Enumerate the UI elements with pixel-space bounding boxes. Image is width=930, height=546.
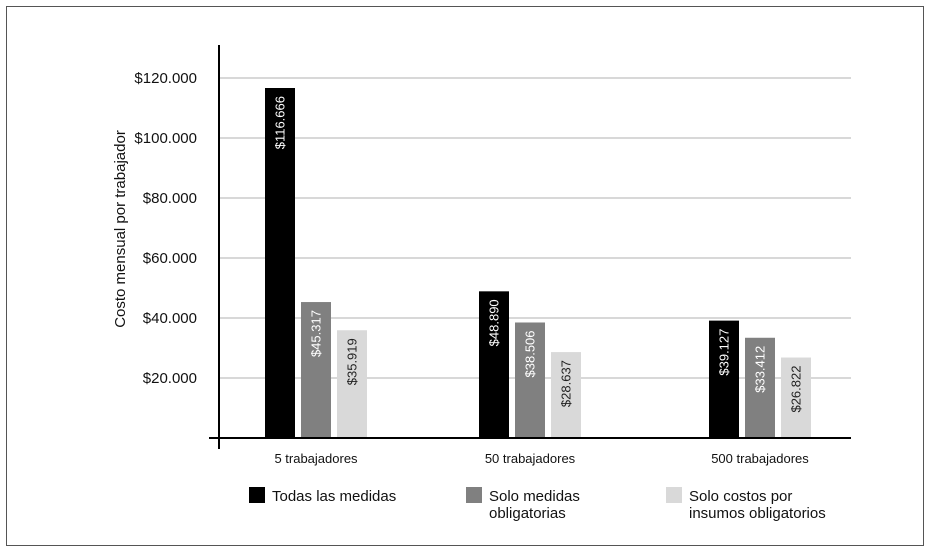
category-label: 500 trabajadores (711, 451, 809, 466)
bar (265, 88, 295, 438)
bar-chart: $20.000 $40.000 $60.000 $80.000 $100.000 $120… (112, 45, 851, 522)
bar (301, 302, 331, 438)
legend-label: obligatorias (489, 505, 566, 522)
legend-swatch (666, 487, 682, 503)
category-label: 50 trabajadores (485, 451, 576, 466)
y-tick-label: $100.000 (134, 130, 197, 147)
data-label: $28.637 (559, 360, 574, 407)
legend-label: insumos obligatorios (689, 505, 826, 522)
legend-swatch (249, 487, 265, 503)
bar (551, 352, 581, 438)
legend-label: Todas las medidas (272, 488, 396, 505)
y-tick-label: $80.000 (143, 190, 197, 207)
y-tick-labels: $20.000 $40.000 $60.000 $80.000 $100.000 $120… (134, 70, 197, 387)
data-label: $48.890 (487, 299, 502, 346)
axes (209, 45, 851, 449)
legend-swatch (466, 487, 482, 503)
data-label: $38.506 (523, 330, 538, 377)
bar (515, 322, 545, 438)
y-tick-label: $60.000 (143, 250, 197, 267)
bars: $116.666 $45.317 $35.919 $48.890 $38.506 $28.… (265, 88, 811, 438)
data-label: $116.666 (273, 96, 288, 149)
data-label: $33.412 (753, 346, 768, 393)
data-label: $35.919 (345, 338, 360, 385)
legend-label: Solo costos por (689, 488, 792, 505)
bar (745, 337, 775, 438)
bar (479, 291, 509, 438)
data-label: $39.127 (717, 329, 732, 376)
legend: Todas las medidas Solo medidasobligatoria… (249, 487, 826, 522)
legend-label: Solo medidas (489, 488, 580, 505)
y-tick-label: $20.000 (143, 370, 197, 387)
category-label: 5 trabajadores (274, 451, 358, 466)
y-tick-label: $120.000 (134, 70, 197, 87)
y-tick-label: $40.000 (143, 310, 197, 327)
data-label: $26.822 (789, 366, 804, 413)
bar (709, 320, 739, 438)
category-labels: 5 trabajadores 50 trabajadores 500 trabaja… (274, 451, 809, 466)
chart-frame: $20.000 $40.000 $60.000 $80.000 $100.000 $120… (6, 6, 924, 546)
y-axis-label: Costo mensual por trabajador (112, 130, 129, 328)
bar (781, 357, 811, 438)
data-label: $45.317 (309, 310, 324, 357)
bar (337, 330, 367, 438)
